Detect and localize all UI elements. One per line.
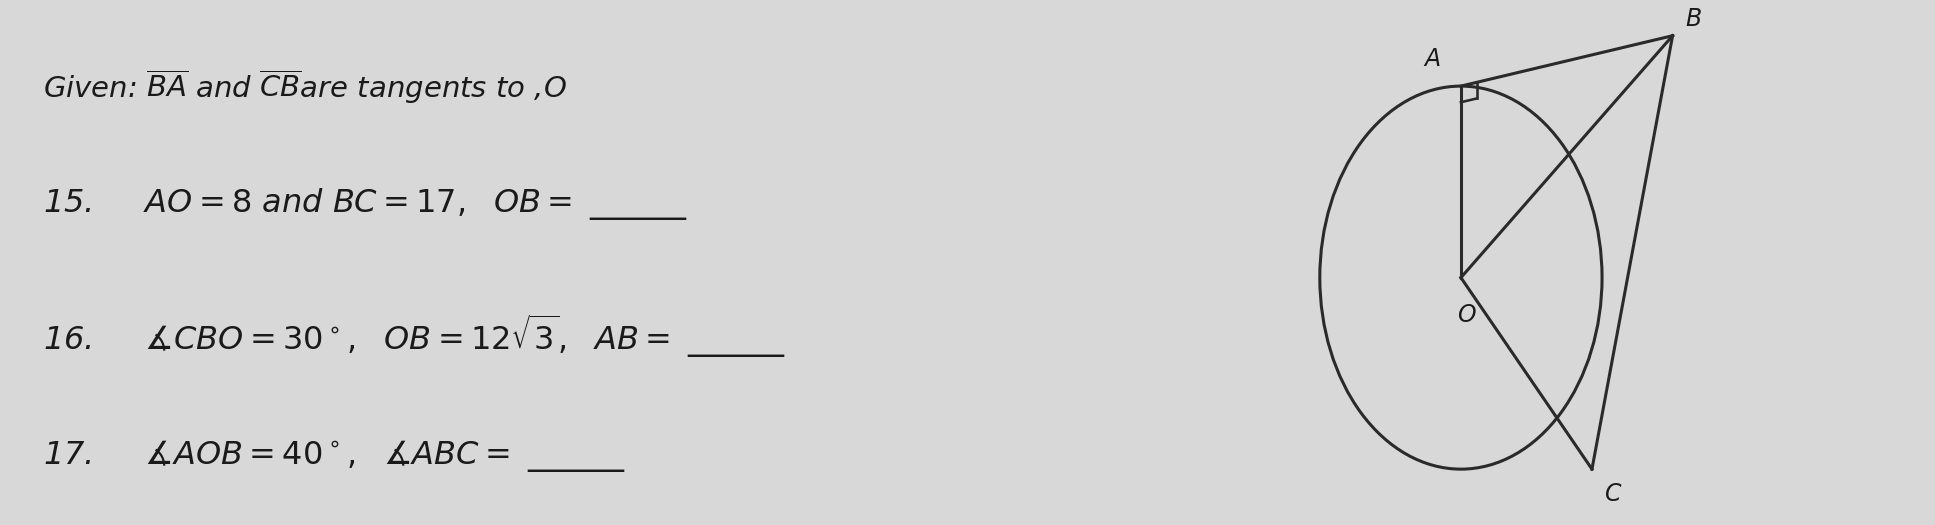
Text: 15.     $AO = 8$ and $BC = 17,$  $OB =$ ______: 15. $AO = 8$ and $BC = 17,$ $OB =$ _____… <box>43 186 687 223</box>
Text: C: C <box>1604 482 1622 506</box>
Text: O: O <box>1457 303 1474 327</box>
Text: 16.     $\measuredangle CBO = 30^\circ,$  $OB = 12\sqrt{3},$  $AB =$ ______: 16. $\measuredangle CBO = 30^\circ,$ $OB… <box>43 312 786 360</box>
Text: 17.     $\measuredangle AOB = 40^\circ,$  $\measuredangle ABC =$ ______: 17. $\measuredangle AOB = 40^\circ,$ $\m… <box>43 438 625 475</box>
Text: A: A <box>1424 47 1442 71</box>
Text: Given: $\overline{BA}$ and $\overline{CB}$are tangents to ,O: Given: $\overline{BA}$ and $\overline{CB… <box>43 68 567 107</box>
Text: B: B <box>1685 7 1701 30</box>
